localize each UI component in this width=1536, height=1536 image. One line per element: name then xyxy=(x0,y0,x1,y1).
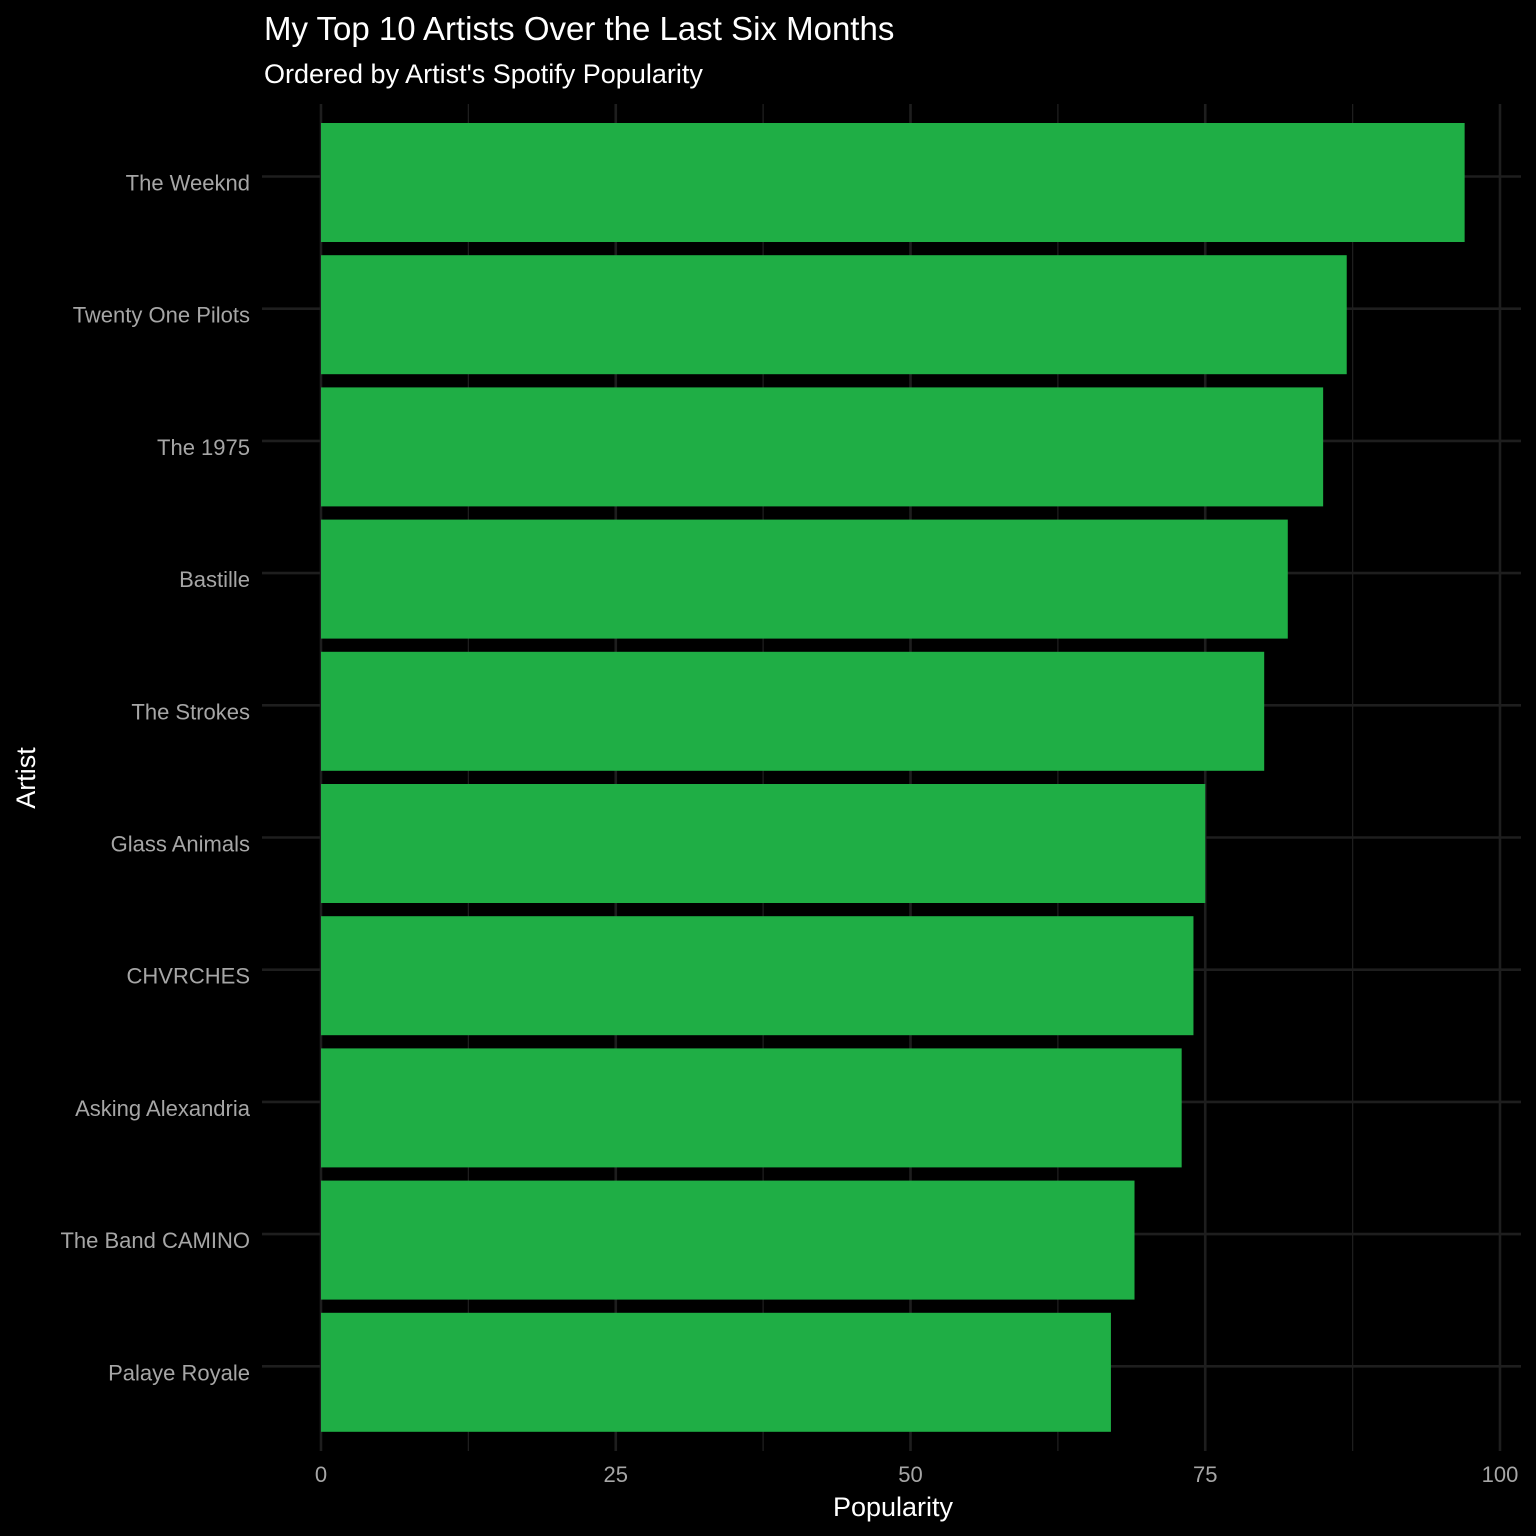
y-tick-label: CHVRCHES xyxy=(127,964,250,989)
x-tick-label: 25 xyxy=(604,1462,628,1487)
y-tick-label: Palaye Royale xyxy=(108,1360,250,1385)
y-tick-label: Twenty One Pilots xyxy=(73,303,250,328)
y-tick-label: The Band CAMINO xyxy=(60,1228,250,1253)
bar xyxy=(321,1312,1111,1432)
bar xyxy=(321,123,1465,242)
y-tick-label: The Strokes xyxy=(131,699,250,724)
x-tick-label: 0 xyxy=(315,1462,327,1487)
bar xyxy=(321,784,1206,903)
x-axis-title: Popularity xyxy=(833,1492,954,1522)
y-tick-labels: The Weeknd Twenty One Pilots The 1975 Basti… xyxy=(60,171,250,1386)
y-tick-label: The Weeknd xyxy=(126,171,250,196)
y-tick-label: Bastille xyxy=(179,567,250,592)
x-tick-label: 75 xyxy=(1193,1462,1217,1487)
bar xyxy=(321,1180,1135,1300)
x-tick-label: 100 xyxy=(1482,1462,1519,1487)
y-tick-label: The 1975 xyxy=(157,435,250,460)
y-axis-title: Artist xyxy=(11,747,41,809)
chart-subtitle: Ordered by Artist's Spotify Popularity xyxy=(264,59,703,89)
bar xyxy=(321,387,1324,507)
bar xyxy=(321,651,1265,771)
x-tick-labels: 0 25 50 75 100 xyxy=(315,1462,1518,1487)
y-tick-label: Glass Animals xyxy=(111,832,250,857)
chart-title: My Top 10 Artists Over the Last Six Mont… xyxy=(264,10,894,47)
bar xyxy=(321,1048,1182,1168)
bar-layer xyxy=(321,123,1465,1432)
y-tick-label: Asking Alexandria xyxy=(75,1096,251,1121)
bar xyxy=(321,916,1194,1036)
bar xyxy=(321,255,1347,375)
x-tick-label: 50 xyxy=(898,1462,922,1487)
bar xyxy=(321,519,1288,639)
